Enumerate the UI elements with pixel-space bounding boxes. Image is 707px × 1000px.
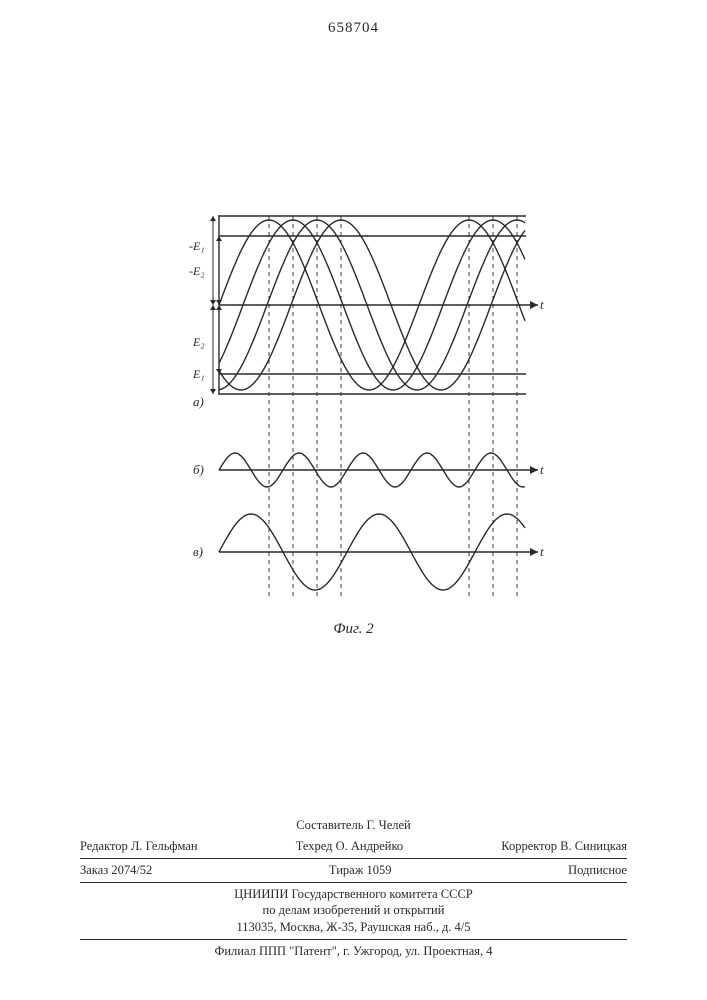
subscription: Подписное (568, 862, 627, 879)
svg-text:а): а) (193, 394, 204, 409)
compiler-name: Г. Челей (367, 818, 411, 832)
order-label: Заказ (80, 862, 108, 879)
svg-text:-E₂: -E₂ (189, 264, 205, 278)
compiler-label: Составитель (296, 818, 363, 832)
figure-svg: t -E₁ -E₂ E₂ E₁ а) t б) t в) (164, 140, 544, 610)
tech-label: Техред (296, 838, 333, 855)
svg-text:в): в) (193, 544, 203, 559)
svg-text:-E₁: -E₁ (189, 239, 205, 253)
svg-text:t: t (540, 462, 544, 477)
copies-label: Тираж (329, 862, 363, 879)
footer-rule-2 (80, 882, 627, 883)
org-line-2: по делам изобретений и открытий (80, 902, 627, 919)
svg-text:E₂: E₂ (192, 335, 205, 349)
editor-label: Редактор (80, 838, 128, 855)
footer-rule-1 (80, 858, 627, 859)
svg-text:t: t (540, 297, 544, 312)
imprint-footer: Составитель Г. Челей Редактор Л. Гельфма… (80, 817, 627, 960)
editor-name: Л. Гельфман (131, 838, 198, 855)
tech-name: О. Андрейко (336, 838, 404, 855)
document-number: 658704 (0, 20, 707, 37)
document-page: 658704 t -E₁ -E₂ E₂ E₁ а) t б) t в) Фиг. 2 Состав… (0, 0, 707, 1000)
svg-text:t: t (540, 544, 544, 559)
corrector-name: В. Синицкая (560, 838, 627, 855)
footer-rule-3 (80, 939, 627, 940)
corrector-label: Корректор (501, 838, 557, 855)
order-value: 2074/52 (111, 862, 152, 879)
svg-text:E₁: E₁ (192, 367, 205, 381)
address-1: 113035, Москва, Ж-35, Раушская наб., д. … (80, 919, 627, 936)
figure-caption: Фиг. 2 (164, 621, 544, 638)
svg-text:б): б) (193, 462, 204, 477)
org-line-1: ЦНИИПИ Государственного комитета СССР (80, 886, 627, 903)
copies-value: 1059 (367, 862, 392, 879)
address-2: Филиал ППП "Патент", г. Ужгород, ул. Про… (80, 943, 627, 960)
figure-2: t -E₁ -E₂ E₂ E₁ а) t б) t в) Фиг. 2 (164, 140, 544, 638)
